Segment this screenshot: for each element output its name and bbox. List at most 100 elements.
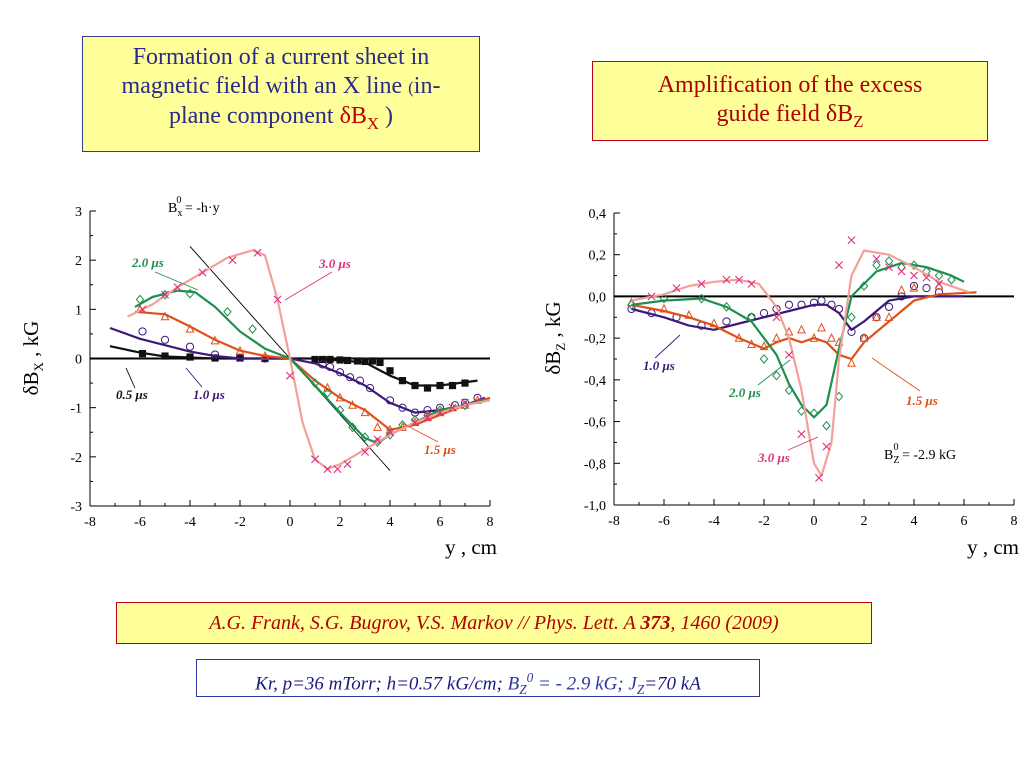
data-point	[759, 309, 769, 318]
data-point	[722, 301, 731, 312]
y-tick-label: 0,0	[589, 290, 607, 305]
data-point	[872, 260, 881, 271]
x-tick-label: 0	[287, 515, 294, 530]
data-point	[325, 362, 335, 371]
x-axis-label: y , cm	[967, 535, 1019, 559]
data-point	[448, 403, 457, 412]
x-tick-label: -6	[134, 515, 146, 530]
data-point	[909, 281, 919, 291]
data-point	[835, 261, 843, 270]
y-tick-label: 0,4	[589, 207, 607, 222]
series-label-3-0-s: 3.0 μs	[757, 450, 790, 465]
data-point	[859, 332, 869, 342]
field-annotation: Bx0 = -h·y	[168, 195, 220, 219]
series-3-0-s	[127, 248, 491, 474]
data-point	[423, 413, 432, 422]
data-point	[435, 405, 445, 415]
data-point	[734, 332, 744, 342]
y-tick-label: -0,4	[584, 374, 606, 389]
series-label-leader-0-5-s	[125, 367, 136, 389]
y-tick-label: -1,0	[584, 499, 606, 514]
right-title-symbol: δB	[825, 101, 854, 127]
series-label-1-0-s: 1.0 μs	[193, 387, 225, 402]
right-title-symbol-sub: Z	[853, 111, 864, 131]
data-point	[910, 271, 918, 280]
x-tick-label: 2	[861, 514, 868, 529]
data-point	[311, 455, 319, 464]
reference-box: A.G. Frank, S.G. Bugrov, V.S. Markov // …	[116, 602, 872, 644]
data-point	[411, 418, 419, 427]
data-point	[884, 256, 894, 266]
data-point	[348, 422, 357, 433]
data-point	[884, 302, 894, 311]
y-tick-label: 2	[75, 254, 82, 269]
data-point	[817, 296, 826, 305]
series-label-leader-2-0-s	[154, 271, 199, 291]
data-point	[784, 300, 794, 309]
data-point	[160, 335, 170, 344]
data-point	[318, 360, 327, 369]
data-point	[747, 279, 756, 288]
series-label-0-5-s: 0.5 μs	[116, 387, 148, 402]
data-point	[398, 377, 407, 385]
data-point	[747, 339, 756, 348]
data-point	[922, 283, 931, 293]
data-point	[335, 405, 345, 415]
data-point	[909, 282, 919, 292]
data-point	[827, 300, 836, 309]
conditions-part1: Kr, p=36 mTorr; h=0.57 kG/cm;	[255, 673, 508, 695]
x-tick-label: -2	[758, 514, 770, 529]
data-point	[161, 290, 169, 299]
data-point	[935, 279, 943, 288]
reference-volume: 373	[640, 612, 671, 634]
x-tick-label: -6	[658, 514, 670, 529]
data-point	[138, 349, 147, 358]
x-tick-label: -4	[708, 514, 720, 529]
data-point	[376, 358, 384, 367]
data-point	[198, 268, 207, 277]
left-title-line3: plane component δBX )	[83, 102, 479, 138]
data-point	[834, 304, 844, 314]
series-label-leader-1-0-s	[185, 367, 203, 388]
data-point	[333, 465, 342, 474]
data-point	[627, 299, 636, 310]
series-label-1-0-s: 1.0 μs	[643, 358, 675, 373]
data-point	[173, 283, 182, 292]
data-point	[897, 267, 906, 276]
x-tick-label: 8	[487, 515, 494, 530]
series-label-leader-3-0-s	[284, 271, 333, 301]
data-point	[847, 357, 856, 367]
series-1-5-s	[627, 280, 977, 367]
data-point	[138, 327, 147, 336]
data-point	[365, 383, 375, 393]
data-point	[361, 357, 369, 366]
right-title-line1: Amplification of the excess	[657, 72, 923, 98]
y-tick-label: 0,2	[589, 249, 607, 264]
data-point	[410, 415, 420, 425]
data-point	[286, 371, 294, 380]
series-label-leader-1-5-s	[401, 422, 439, 443]
data-point	[386, 428, 394, 437]
data-point	[909, 260, 919, 271]
data-point	[186, 353, 194, 361]
field-annotation: BZ0 = -2.9 kG	[884, 442, 956, 466]
y-tick-label: -2	[70, 451, 82, 466]
data-point	[323, 388, 332, 398]
data-point	[722, 317, 731, 326]
conditions-bz-sup: 0	[526, 670, 534, 685]
data-point	[343, 356, 352, 365]
data-point	[310, 378, 320, 388]
series-line-1-5-s	[631, 291, 977, 361]
data-point	[872, 312, 881, 321]
data-point	[360, 407, 370, 417]
y-tick-label: 3	[75, 205, 82, 220]
x-tick-label: 4	[911, 514, 918, 529]
data-point	[735, 275, 743, 284]
data-point	[335, 392, 345, 402]
data-point	[884, 312, 894, 321]
data-point	[934, 270, 944, 281]
data-point	[335, 368, 345, 377]
data-point	[160, 311, 170, 321]
series-label-leader-2-0-s	[757, 359, 791, 386]
